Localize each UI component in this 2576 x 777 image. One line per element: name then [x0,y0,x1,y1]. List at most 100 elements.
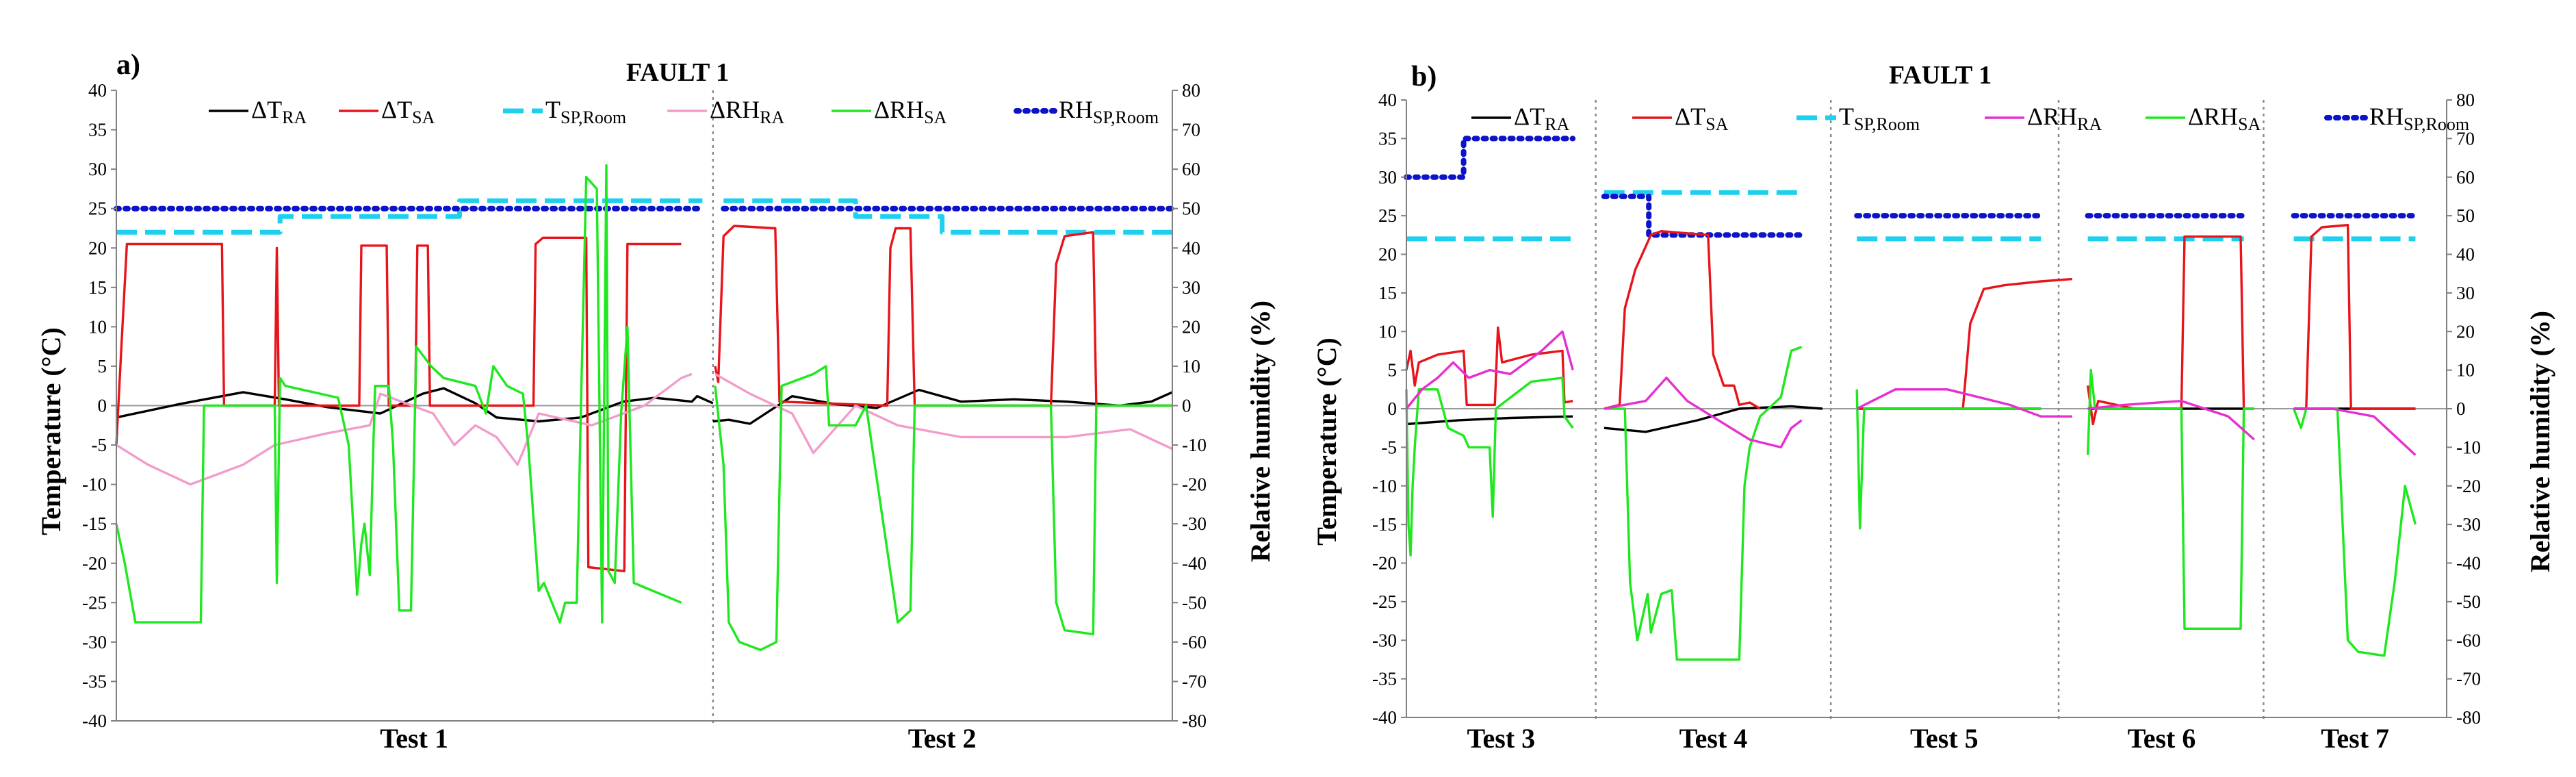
legend-item-T_SP: TSP,Room [1796,103,1920,134]
y2-tick-label: 60 [2456,167,2475,188]
y2-tick-label: 50 [2456,205,2475,226]
y2-tick-label: 70 [2456,128,2475,149]
y2-tick-label: 10 [1182,356,1200,377]
y-tick-label: -10 [1372,476,1397,496]
y2-tick-label: -70 [2456,669,2481,689]
y2-tick-label: -60 [2456,630,2481,650]
y-tick-label: -15 [1372,514,1397,535]
chart-panel-b: b) FAULT 1 -40-35-30-25-20-15-10-5051015… [1311,61,2555,754]
y2-tick-label: -70 [1182,671,1207,691]
test-label: Test 3 [1467,723,1535,754]
legend-label: ΔTRA [251,96,307,127]
y-tick-label: 5 [98,356,107,377]
y-tick-label: 5 [1388,360,1398,381]
legend-label: ΔTSA [381,96,435,127]
y-tick-label: 10 [1378,321,1397,342]
y2-tick-label: -80 [2456,707,2481,728]
test-label: Test 1 [380,723,448,754]
legend-label: ΔTRA [1514,103,1569,134]
y-tick-label: -25 [82,592,107,613]
y2-tick-label: -60 [1182,632,1207,652]
legend-item-RH_SP: RHSP,Room [2324,103,2469,134]
y2-tick-label: -40 [1182,553,1207,574]
y2-tick-label: 10 [2456,360,2475,381]
legend-label: TSP,Room [545,96,626,127]
chart-title: FAULT 1 [626,58,729,87]
legend-item-dT_SA: ΔTSA [339,96,435,127]
test-label: Test 5 [1910,723,1979,754]
y-tick-label: 30 [88,159,107,179]
y-tick-label: -35 [1372,669,1397,689]
legend-label: ΔRHRA [710,96,785,127]
chart-title: FAULT 1 [1889,61,1992,90]
legend-label: TSP,Room [1839,103,1920,134]
series-line-dT_SA [1405,224,2416,426]
y-tick-label: 20 [88,238,107,258]
legend-item-dRH_SA: ΔRHSA [832,96,947,127]
legend-label: RHSP,Room [2369,103,2469,134]
legend-label: ΔRHSA [874,96,947,127]
series-line-dRH_RA [1405,330,2417,456]
y2-tick-label: 70 [1182,120,1200,140]
y2-tick-label: 20 [1182,316,1200,337]
series-line-dT_SA [115,225,1172,572]
y2-tick-label: 80 [1182,80,1200,101]
chart-panel-a: a) FAULT 1 -40-35-30-25-20-15-10-5051015… [36,49,1276,754]
legend-label: ΔTSA [1675,103,1729,134]
y2-tick-label: 30 [2456,283,2475,303]
y-tick-label: 20 [1378,244,1397,265]
series-line-dRH_SA [1405,346,2417,661]
y2-tick-label: 0 [1182,396,1192,416]
y2-axis-label: Relative humidity (%) [1245,301,1276,562]
legend-item-dRH_SA: ΔRHSA [2146,103,2261,134]
y-tick-label: -40 [1372,707,1397,728]
series-line-T_SP [1406,190,2416,242]
legend-label: ΔRHSA [2188,103,2261,134]
y-tick-label: -5 [1382,437,1398,457]
y2-tick-label: -40 [2456,553,2481,574]
y2-tick-label: -50 [2456,591,2481,612]
y-tick-label: 25 [1378,205,1397,226]
series-line-T_SP [116,198,1172,235]
y2-tick-label: -30 [1182,513,1207,534]
y2-tick-label: 40 [1182,238,1200,258]
panel-label: a) [116,49,140,81]
y2-tick-label: -80 [1182,711,1207,731]
series-line-RH_SP [1404,136,2419,238]
y2-tick-label: 80 [2456,90,2475,110]
test-label: Test 6 [2128,723,2196,754]
y-axis-label: Temperature (°C) [1311,337,1342,546]
series-line-dRH_RA [116,372,1173,486]
y-tick-label: 40 [88,80,107,101]
test-label: Test 7 [2321,723,2389,754]
y-tick-label: 0 [1388,398,1398,419]
y-tick-label: 15 [88,277,107,298]
legend-item-dRH_RA: ΔRHRA [667,96,785,127]
series-line-dRH_SA [115,164,1172,652]
y-tick-label: 30 [1378,167,1397,188]
legend-item-T_SP: TSP,Room [503,96,626,127]
y2-tick-label: -20 [2456,476,2481,496]
y-tick-label: 40 [1378,90,1397,110]
y2-tick-label: 0 [2456,398,2466,419]
y-tick-label: 0 [98,396,107,416]
y2-tick-label: 20 [2456,321,2475,342]
legend-item-dT_RA: ΔTRA [209,96,307,127]
y-tick-label: -20 [82,553,107,574]
y2-axis-label: Relative humidity (%) [2525,311,2555,572]
y-tick-label: 35 [1378,128,1397,149]
y-tick-label: 35 [88,120,107,140]
y-tick-label: -15 [82,513,107,534]
y-tick-label: -5 [92,435,107,455]
y2-tick-label: -10 [2456,437,2481,457]
y-tick-label: -20 [1372,553,1397,574]
y2-tick-label: -50 [1182,592,1207,613]
y-axis-label: Temperature (°C) [36,327,66,535]
test-label: Test 2 [908,723,977,754]
y2-tick-label: -10 [1182,435,1207,455]
y2-tick-label: 60 [1182,159,1200,179]
legend-item-dT_SA: ΔTSA [1632,103,1729,134]
legend-label: RHSP,Room [1059,96,1159,127]
y2-tick-label: 50 [1182,199,1200,219]
y-tick-label: -25 [1372,591,1397,612]
